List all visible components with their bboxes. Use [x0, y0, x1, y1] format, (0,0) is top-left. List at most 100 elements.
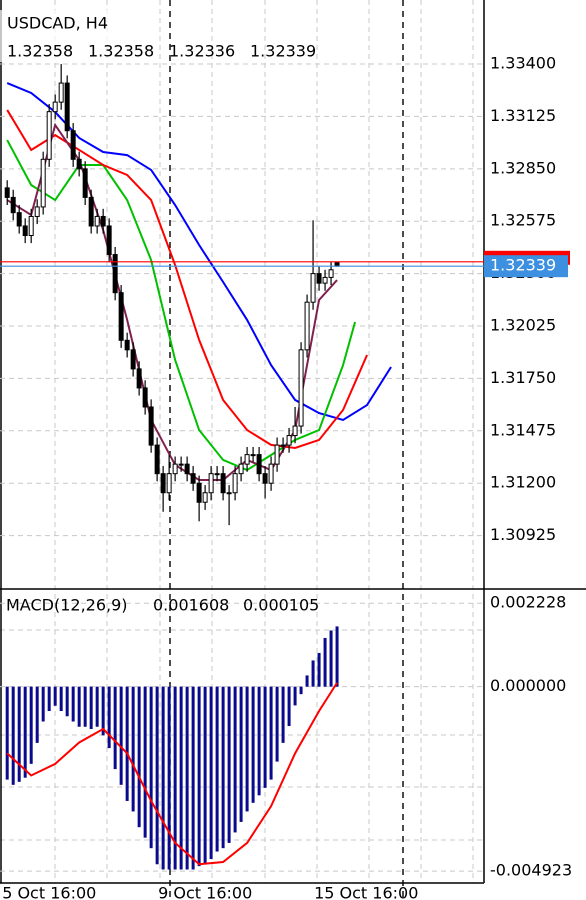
candle-body: [328, 269, 334, 278]
candle-body: [154, 444, 160, 475]
x-tick-label: 9 Oct 16:00: [158, 884, 252, 900]
histogram-bar: [191, 686, 195, 870]
candle-body: [76, 158, 82, 170]
histogram-bar: [305, 675, 309, 687]
moving-average: [6, 122, 338, 481]
histogram-bar: [29, 686, 33, 764]
y-tick-label: 1.33125: [490, 106, 556, 125]
histogram-bar: [323, 637, 327, 687]
candle-body: [280, 444, 286, 447]
histogram-bar: [221, 686, 225, 849]
histogram-bar: [317, 652, 321, 687]
candle-body: [148, 406, 154, 446]
ohlc-high: 1.32358: [88, 42, 154, 61]
candle-body: [70, 130, 76, 160]
histogram-bar: [173, 686, 177, 870]
histogram-bar: [239, 686, 243, 822]
candle-body: [100, 215, 106, 227]
histogram-bar: [89, 686, 93, 730]
candle-body: [256, 454, 262, 475]
histogram-bar: [119, 686, 123, 785]
histogram-bar: [155, 686, 159, 865]
histogram-bar: [197, 686, 201, 867]
candle-body: [226, 492, 232, 495]
candle-body: [310, 273, 316, 303]
y-tick-label: 1.32025: [490, 316, 556, 335]
moving-average: [6, 139, 357, 472]
histogram-bar: [53, 686, 57, 706]
histogram-bar: [11, 686, 15, 785]
y-tick-label: 1.32575: [490, 211, 556, 230]
y-tick-label: 1.30925: [490, 525, 556, 544]
histogram-bar: [131, 686, 135, 812]
histogram-bar: [107, 686, 111, 749]
bid-label: 1.32339: [490, 256, 556, 275]
histogram-bar: [245, 686, 249, 812]
histogram-bar: [311, 660, 315, 687]
candle-body: [22, 225, 28, 237]
candle-body: [322, 276, 328, 284]
histogram-bar: [95, 686, 99, 727]
histogram-bar: [281, 686, 285, 743]
histogram-bar: [101, 686, 105, 736]
histogram-bar: [161, 686, 165, 870]
histogram-bar: [113, 686, 117, 770]
y-tick-label: 1.31200: [490, 473, 556, 492]
histogram-bar: [5, 686, 9, 780]
candle-body: [184, 463, 190, 475]
candle-body: [82, 168, 88, 198]
candle-body: [244, 454, 250, 465]
candle-body: [214, 473, 220, 476]
histogram-bar: [335, 626, 339, 687]
histogram-bar: [209, 686, 213, 860]
candle-body: [64, 82, 70, 132]
ohlc-close: 1.32339: [250, 42, 316, 61]
histogram-bar: [287, 686, 291, 727]
plot: [0, 63, 484, 872]
histogram-bar: [149, 686, 153, 849]
histogram-bar: [215, 686, 219, 852]
candle-body: [40, 158, 46, 208]
candle-body: [298, 349, 304, 427]
histogram-bar: [83, 686, 87, 727]
candle-body: [274, 444, 280, 465]
candle-body: [28, 215, 34, 237]
signal-value: 0.000105: [243, 596, 319, 615]
signal-line: [6, 682, 338, 866]
candle-body: [130, 349, 136, 370]
histogram-bar: [35, 686, 39, 743]
histogram-bar: [269, 686, 273, 780]
candle-body: [88, 196, 94, 227]
histogram-bar: [143, 686, 147, 838]
histogram-bar: [185, 686, 189, 870]
y-tick-label: 1.33400: [490, 54, 556, 73]
candle-body: [172, 463, 178, 475]
candle-body: [250, 454, 256, 457]
histogram-bar: [329, 630, 333, 687]
ohlc-low: 1.32336: [169, 42, 235, 61]
histogram-bar: [299, 686, 303, 695]
histogram-bar: [41, 686, 45, 722]
header-bg: [0, 10, 120, 62]
histogram-bar: [257, 686, 261, 796]
histogram-bar: [71, 686, 75, 722]
y-tick-label: 1.32850: [490, 158, 556, 177]
candle-body: [4, 187, 10, 198]
candle-body: [52, 101, 58, 113]
histogram-bar: [77, 686, 81, 727]
candle-body: [166, 473, 172, 494]
histogram-bar: [125, 686, 129, 801]
candle-body: [286, 435, 292, 446]
candle-body: [142, 387, 148, 408]
candle-body: [208, 473, 214, 494]
labels: USDCAD, H4 1.32358 1.32358 1.32336 1.323…: [0, 10, 319, 615]
histogram-bar: [17, 686, 21, 782]
candle-body: [238, 463, 244, 475]
candle-body: [190, 473, 196, 484]
histogram-bar: [293, 686, 297, 706]
candle-body: [112, 254, 118, 294]
candle-body: [292, 425, 298, 437]
chart-title: USDCAD, H4: [7, 14, 108, 33]
